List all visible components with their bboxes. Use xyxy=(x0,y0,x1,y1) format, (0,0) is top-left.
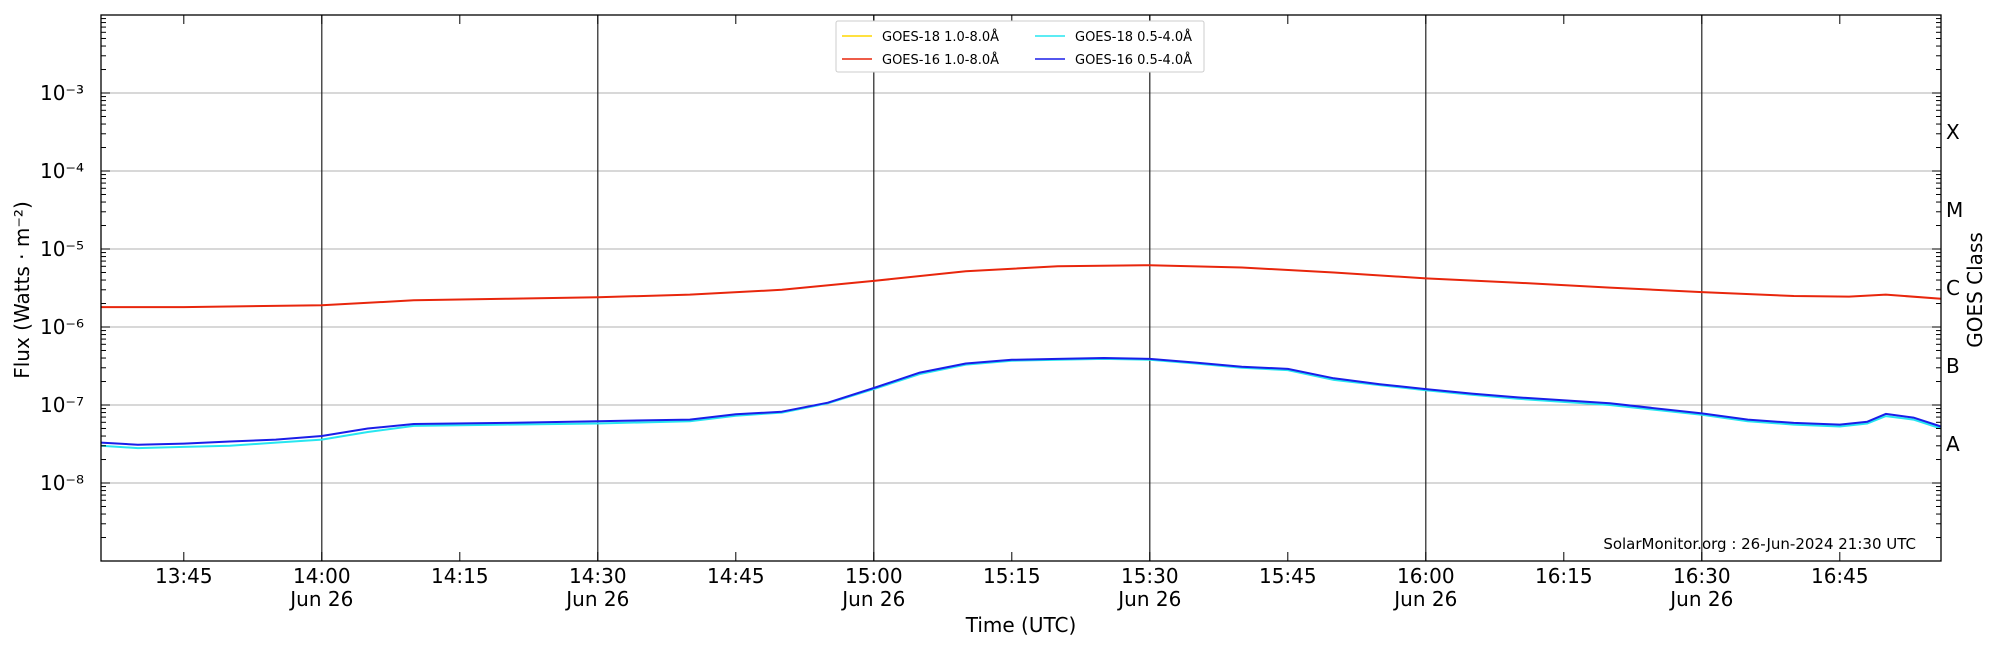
x-tick-label-5: 15:00 xyxy=(845,564,903,588)
grid-layer xyxy=(101,15,1941,561)
y-tick-label-1: 10⁻⁷ xyxy=(40,393,84,417)
x-tick-label-4: 14:45 xyxy=(707,564,765,588)
x-tick-date-label-1: Jun 26 xyxy=(288,587,353,611)
x-axis-title: Time (UTC) xyxy=(965,613,1077,637)
legend: GOES-18 1.0-8.0Å GOES-16 1.0-8.0Å GOES-18 … xyxy=(835,20,1205,73)
series-line-2 xyxy=(100,357,1942,450)
x-tick-label-2: 14:15 xyxy=(431,564,489,588)
x-tick-date-label-11: Jun 26 xyxy=(1668,587,1733,611)
x-tick-date-label-9: Jun 26 xyxy=(1392,587,1457,611)
x-tick-label-7: 15:30 xyxy=(1121,564,1179,588)
x-tick-date-label-5: Jun 26 xyxy=(840,587,905,611)
goes-class-label-C: C xyxy=(1946,276,1960,300)
legend-box xyxy=(835,20,1205,73)
legend-label-2: GOES-18 0.5-4.0Å xyxy=(1075,29,1192,45)
goes-class-label-M: M xyxy=(1946,198,1963,222)
x-tick-label-8: 15:45 xyxy=(1259,564,1317,588)
x-tick-label-12: 16:45 xyxy=(1811,564,1869,588)
x-tick-date-label-3: Jun 26 xyxy=(564,587,629,611)
x-tick-label-0: 13:45 xyxy=(155,564,213,588)
x-tick-label-6: 15:15 xyxy=(983,564,1041,588)
series-layer xyxy=(100,264,1942,450)
x-tick-label-10: 16:15 xyxy=(1535,564,1593,588)
y-axis-title: Flux (Watts · m⁻²) xyxy=(10,201,34,379)
y-tick-label-5: 10⁻³ xyxy=(40,81,84,105)
goes-class-axis-title: GOES Class xyxy=(1963,232,1987,348)
x-tick-label-11: 16:30 xyxy=(1673,564,1731,588)
x-tick-date-label-7: Jun 26 xyxy=(1116,587,1181,611)
goes-class-label-B: B xyxy=(1946,354,1960,378)
legend-label-0: GOES-18 1.0-8.0Å xyxy=(882,29,999,45)
series-line-3 xyxy=(100,357,1942,446)
credit-text: SolarMonitor.org : 26-Jun-2024 21:30 UTC xyxy=(1603,535,1916,553)
legend-label-1: GOES-16 1.0-8.0Å xyxy=(882,52,999,68)
y-tick-label-2: 10⁻⁶ xyxy=(40,315,84,339)
ticks-layer xyxy=(101,15,1941,562)
goes-class-label-A: A xyxy=(1946,432,1960,456)
x-tick-label-1: 14:00 xyxy=(293,564,351,588)
y-tick-label-4: 10⁻⁴ xyxy=(40,159,84,183)
goes-class-label-X: X xyxy=(1946,120,1960,144)
x-tick-label-9: 16:00 xyxy=(1397,564,1455,588)
y-tick-label-3: 10⁻⁵ xyxy=(40,237,84,261)
series-line-1 xyxy=(101,264,1942,309)
y-tick-label-0: 10⁻⁸ xyxy=(40,471,84,495)
plot-frame xyxy=(100,14,1942,562)
x-tick-label-3: 14:30 xyxy=(569,564,627,588)
legend-label-3: GOES-16 0.5-4.0Å xyxy=(1075,52,1192,68)
